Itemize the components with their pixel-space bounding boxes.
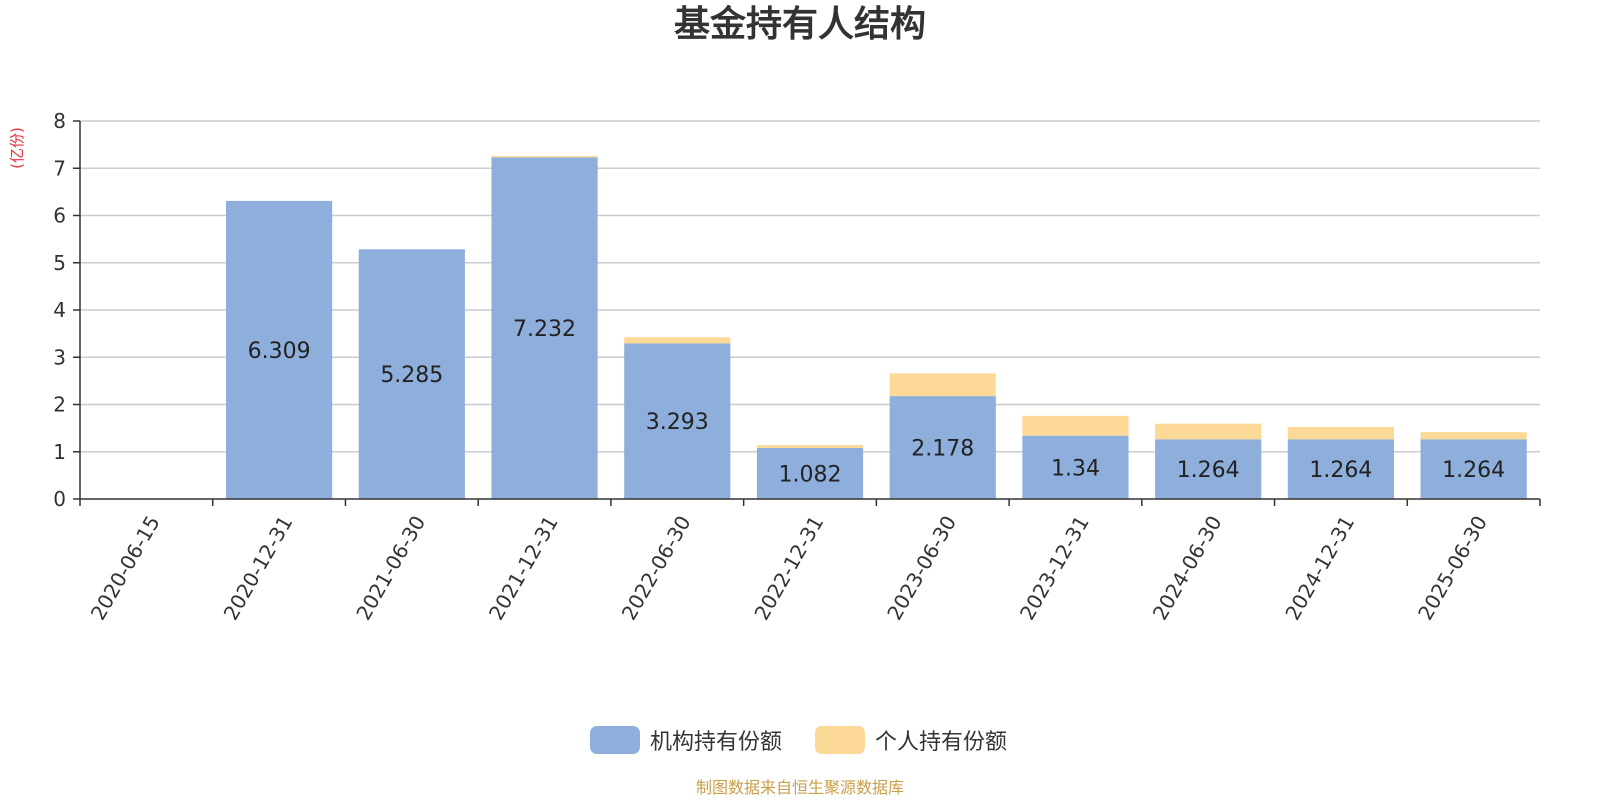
y-tick-label: 8 <box>53 109 66 133</box>
bar-value-label: 7.232 <box>513 317 576 342</box>
y-tick-label: 0 <box>53 487 66 511</box>
x-tick-label: 2020-06-15 <box>86 512 165 625</box>
bar-value-label: 1.264 <box>1309 458 1372 483</box>
y-tick-label: 2 <box>53 393 66 417</box>
legend-label: 机构持有份额 <box>650 730 782 755</box>
legend-swatch <box>590 726 640 754</box>
y-tick-label: 7 <box>53 156 66 180</box>
data-source-note: 制图数据来自恒生聚源数据库 <box>696 778 904 797</box>
bar-individual[interactable] <box>1022 415 1129 436</box>
bar-value-label: 1.264 <box>1177 458 1240 483</box>
bar-value-label: 1.34 <box>1051 456 1100 481</box>
x-tick-label: 2020-12-31 <box>219 512 298 625</box>
bar-individual[interactable] <box>624 337 731 344</box>
bar-institution[interactable] <box>358 249 465 499</box>
y-tick-label: 3 <box>53 345 66 369</box>
bar-institution[interactable] <box>226 200 333 499</box>
x-tick-label: 2022-06-30 <box>617 512 696 625</box>
legend-item-institution[interactable]: 机构持有份额 <box>590 726 782 755</box>
bar-institution[interactable] <box>1022 435 1129 499</box>
bar-individual[interactable] <box>1155 423 1262 440</box>
bar-institution[interactable] <box>1287 439 1394 499</box>
y-tick-label: 5 <box>53 251 66 275</box>
y-tick-label: 1 <box>53 440 66 464</box>
bar-institution[interactable] <box>624 343 731 499</box>
legend-item-individual[interactable]: 个人持有份额 <box>815 726 1007 755</box>
bar-individual[interactable] <box>889 373 996 397</box>
bars <box>226 155 1527 499</box>
legend-label: 个人持有份额 <box>875 730 1007 755</box>
bar-institution[interactable] <box>889 396 996 499</box>
bar-institution[interactable] <box>491 157 598 499</box>
bar-value-label: 3.293 <box>646 410 709 435</box>
x-tick-label: 2024-06-30 <box>1148 512 1227 625</box>
x-tick-label: 2023-06-30 <box>882 512 961 625</box>
bar-value-label: 5.285 <box>380 363 443 388</box>
bar-value-label: 2.178 <box>911 437 974 462</box>
x-tick-label: 2022-12-31 <box>749 512 828 625</box>
y-axis-unit-label: (亿份) <box>8 127 26 169</box>
x-tick-label: 2025-06-30 <box>1413 512 1492 625</box>
x-tick-label: 2024-12-31 <box>1280 512 1359 625</box>
bar-individual[interactable] <box>756 445 864 448</box>
legend-swatch <box>815 726 865 754</box>
bar-institution[interactable] <box>1155 439 1262 499</box>
bar-value-label: 1.264 <box>1442 458 1505 483</box>
y-tick-label: 6 <box>53 204 66 228</box>
bar-institution[interactable] <box>1420 439 1527 499</box>
bar-individual[interactable] <box>491 155 598 158</box>
y-tick-label: 4 <box>53 298 66 322</box>
legend[interactable]: 机构持有份额 个人持有份额 <box>590 726 1007 755</box>
data-labels: 6.309 5.285 7.232 3.293 1.082 2.178 1.34 1.264 1… <box>248 317 1506 487</box>
bar-value-label: 1.082 <box>779 462 842 487</box>
bar-individual[interactable] <box>1420 432 1527 440</box>
chart-title: 基金持有人结构 <box>674 3 926 45</box>
x-tick-label: 2021-12-31 <box>484 512 563 625</box>
x-tick-label: 2023-12-31 <box>1015 512 1094 625</box>
x-tick-label: 2021-06-30 <box>351 512 430 625</box>
bar-value-label: 6.309 <box>248 339 311 364</box>
bar-individual[interactable] <box>1287 426 1394 440</box>
bar-institution[interactable] <box>756 447 864 499</box>
